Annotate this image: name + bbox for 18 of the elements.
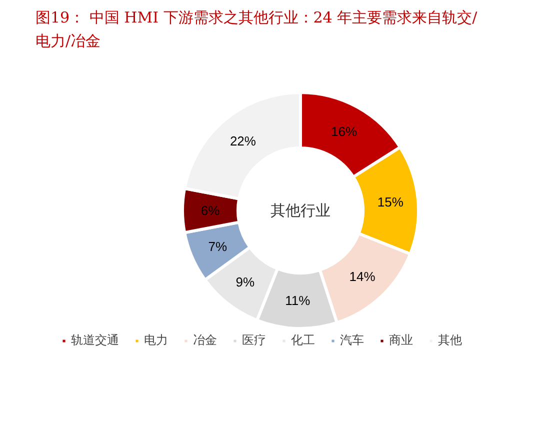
data-label: 22% — [230, 133, 256, 148]
data-label: 7% — [208, 238, 228, 254]
legend-label: 其他 — [438, 332, 462, 349]
legend-label: 化工 — [291, 332, 315, 349]
data-label: 6% — [200, 203, 220, 218]
chart-title: 图19： 中国 HMI 下游需求之其他行业：24 年主要需求来自轨交/电力/冶金 — [36, 8, 478, 50]
data-label: 9% — [236, 274, 256, 290]
text: 其他行业 — [270, 202, 330, 220]
legend-label: 电力 — [144, 332, 168, 349]
data-label: 16% — [330, 124, 358, 139]
legend-label: 汽车 — [340, 332, 364, 349]
legend-label: 医疗 — [242, 332, 266, 349]
data-label: 11% — [285, 293, 311, 308]
legend-label: 商业 — [389, 332, 413, 349]
legend-label: 轨道交通 — [71, 332, 119, 349]
data-label: 14% — [349, 268, 376, 284]
data-label: 15% — [377, 194, 404, 210]
legend-label: 冶金 — [193, 332, 217, 349]
